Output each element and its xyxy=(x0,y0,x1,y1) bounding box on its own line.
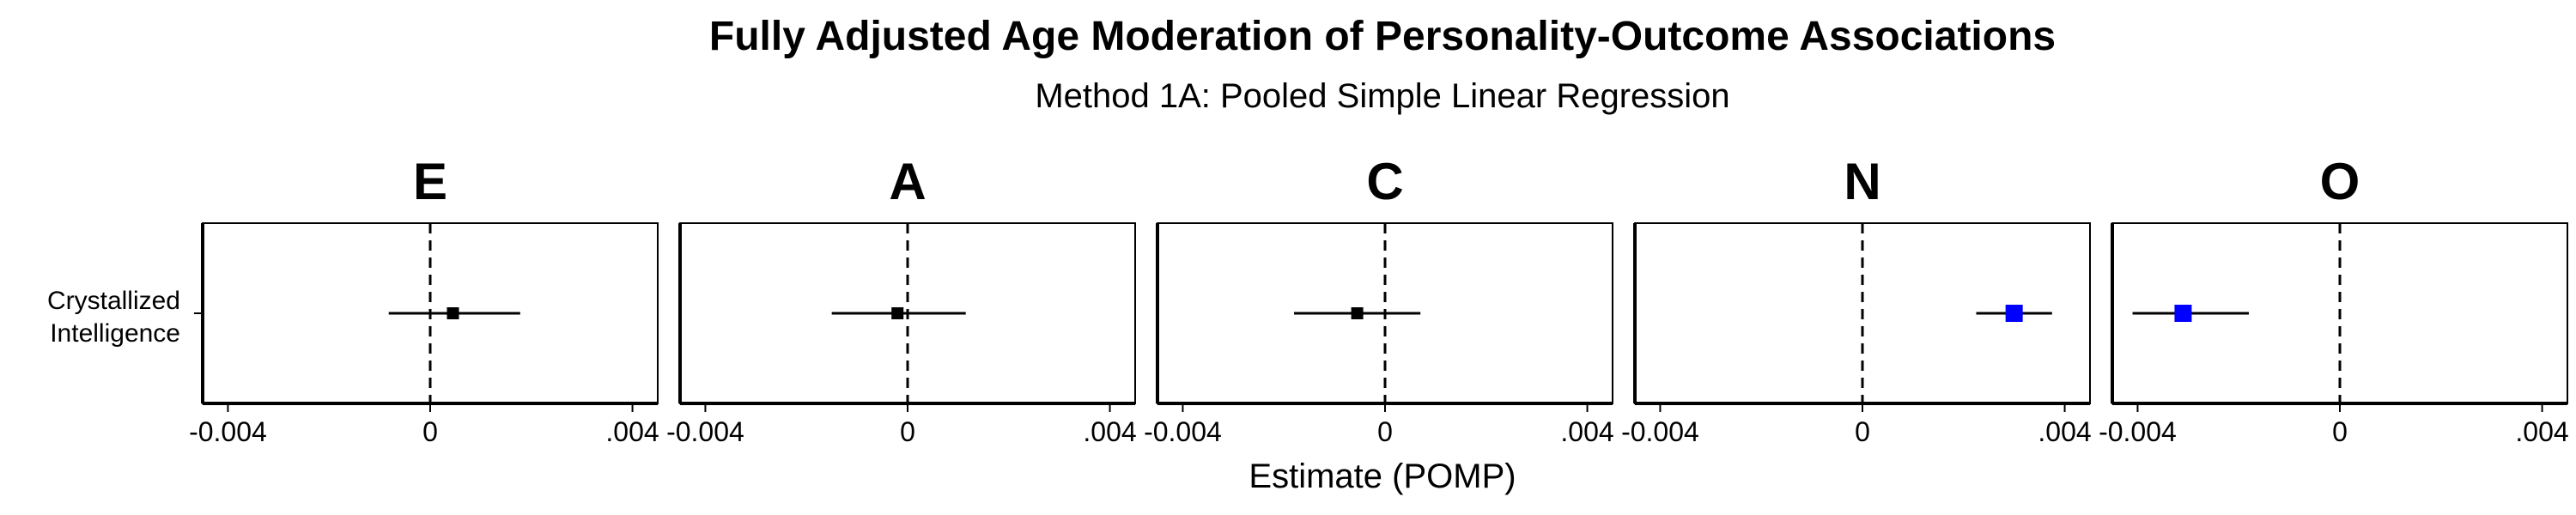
x-tick-label: -0.004 xyxy=(189,416,267,447)
chart-subtitle: Method 1A: Pooled Simple Linear Regressi… xyxy=(1035,77,1729,115)
point-estimate-o xyxy=(2174,305,2192,322)
x-tick-label: .004 xyxy=(2038,416,2091,447)
x-tick-label: 0 xyxy=(1855,416,1870,447)
x-axis-label: Estimate (POMP) xyxy=(1249,457,1516,495)
x-tick-label: -0.004 xyxy=(1621,416,1699,447)
x-tick-label: 0 xyxy=(900,416,915,447)
x-tick-label: 0 xyxy=(422,416,438,447)
x-tick-label: 0 xyxy=(1377,416,1393,447)
row-label-line-2: Intelligence xyxy=(50,319,180,348)
x-tick-label: -0.004 xyxy=(2099,416,2177,447)
panel-title-a: A xyxy=(889,153,926,210)
panel-title-e: E xyxy=(413,153,447,210)
point-estimate-e xyxy=(447,307,459,319)
point-estimate-a xyxy=(891,307,904,319)
panels-layer: E -0.004 0 .004 A -0.004 0 .004 C -0.004 0 .004 N -0.… xyxy=(189,153,2569,447)
x-tick-label: .004 xyxy=(605,416,659,447)
x-tick-label: 0 xyxy=(2332,416,2348,447)
panel-o: O -0.004 0 .004 xyxy=(2099,153,2569,447)
point-estimate-c xyxy=(1351,307,1364,319)
panel-title-n: N xyxy=(1844,153,1880,210)
panel-n: N -0.004 0 .004 xyxy=(1621,153,2092,447)
x-tick-label: -0.004 xyxy=(1144,416,1222,447)
x-tick-label: .004 xyxy=(1560,416,1613,447)
panel-e: E -0.004 0 .004 xyxy=(189,153,659,447)
panel-a: A -0.004 0 .004 xyxy=(666,153,1137,447)
point-estimate-n xyxy=(2005,305,2023,322)
x-tick-label: .004 xyxy=(2515,416,2568,447)
x-tick-label: -0.004 xyxy=(666,416,744,447)
panel-title-o: O xyxy=(2320,153,2360,210)
panel-title-c: C xyxy=(1366,153,1403,210)
x-tick-label: .004 xyxy=(1083,416,1136,447)
panel-c: C -0.004 0 .004 xyxy=(1144,153,1614,447)
row-label-line-1: Crystallized xyxy=(47,287,180,315)
chart-title: Fully Adjusted Age Moderation of Persona… xyxy=(709,14,2056,59)
